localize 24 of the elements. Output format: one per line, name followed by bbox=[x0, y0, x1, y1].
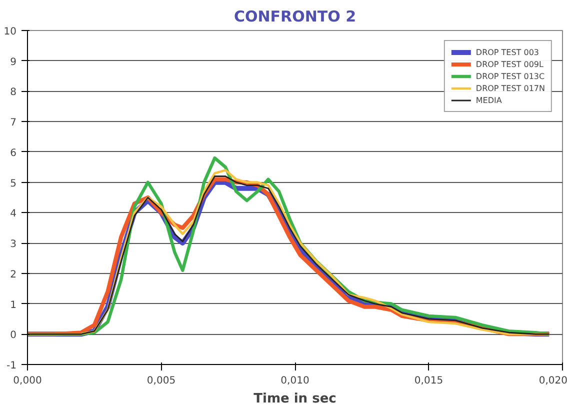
y-tick-label: 6 bbox=[10, 148, 17, 159]
x-tick-label: 0,005 bbox=[146, 376, 176, 386]
y-tick-label: 3 bbox=[10, 239, 17, 250]
y-tick-label: 5 bbox=[10, 178, 17, 190]
legend-label: DROP TEST 009L bbox=[476, 59, 544, 69]
x-tick-label: 0,020 bbox=[538, 376, 567, 386]
legend-label: DROP TEST 013C bbox=[476, 71, 545, 81]
y-tick-label: 0 bbox=[10, 330, 17, 342]
y-tick-label: 9 bbox=[10, 56, 17, 68]
legend-label: DROP TEST 003 bbox=[476, 47, 540, 57]
x-tick-label: 0,000 bbox=[13, 376, 42, 386]
y-tick-label: 7 bbox=[10, 118, 17, 129]
legend-label: MEDIA bbox=[476, 95, 502, 105]
x-tick-label: 0,015 bbox=[414, 376, 444, 386]
legend-label: DROP TEST 017N bbox=[476, 83, 545, 93]
y-tick-label: 4 bbox=[10, 208, 17, 220]
x-tick-label: 0,010 bbox=[280, 376, 310, 386]
y-tick-label: 10 bbox=[4, 26, 17, 38]
y-tick-label: 2 bbox=[10, 269, 17, 280]
chart-title: CONFRONTO 2 bbox=[234, 8, 356, 26]
y-tick-label: 1 bbox=[10, 300, 17, 311]
y-tick-label: 8 bbox=[10, 87, 17, 98]
x-axis-title: Time in sec bbox=[254, 392, 336, 406]
y-tick-label: -1 bbox=[6, 360, 17, 372]
